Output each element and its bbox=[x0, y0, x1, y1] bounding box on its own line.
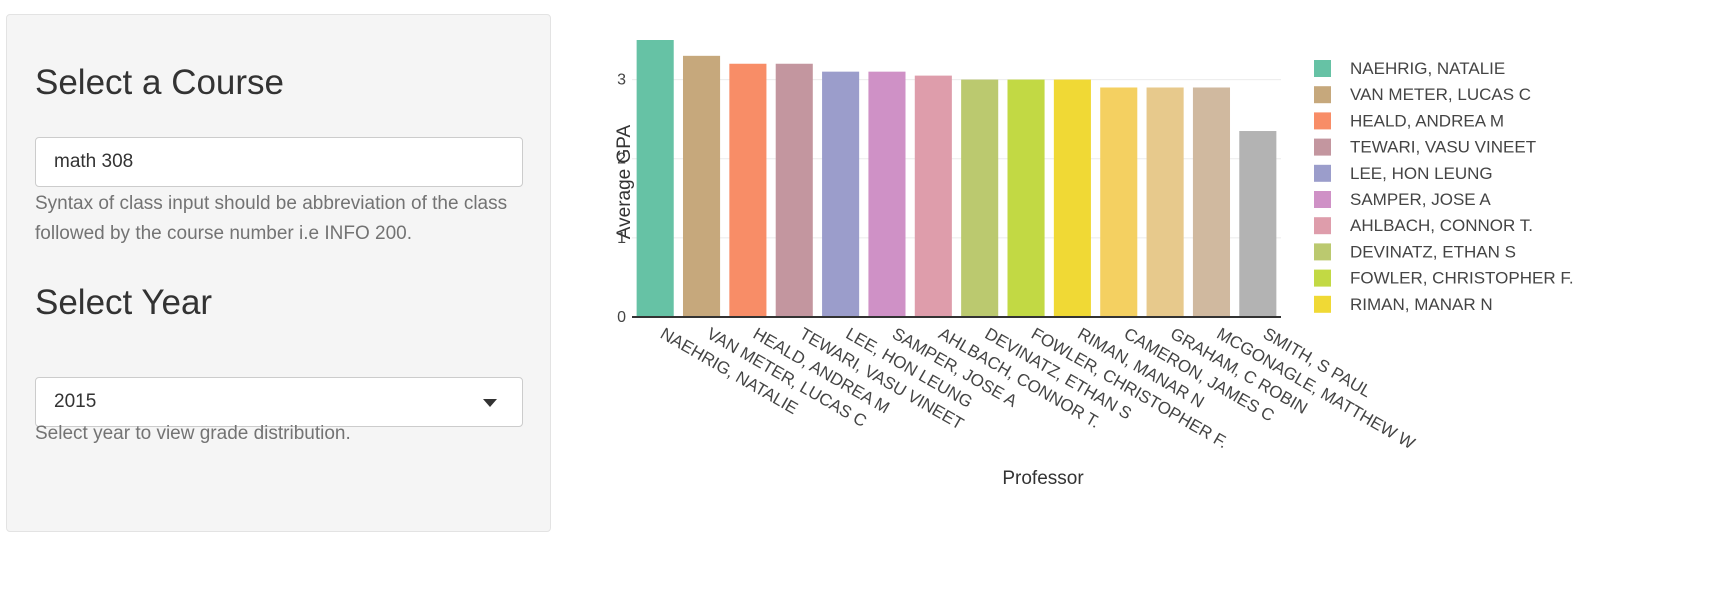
year-select-value: 2015 bbox=[54, 391, 97, 412]
legend-item[interactable]: TEWARI, VASU VINEET bbox=[1314, 138, 1536, 157]
course-input[interactable] bbox=[35, 137, 523, 187]
legend-swatch bbox=[1314, 191, 1331, 208]
legend-label: NAEHRIG, NATALIE bbox=[1350, 59, 1505, 78]
legend-swatch bbox=[1314, 243, 1331, 261]
y-tick-label: 3 bbox=[617, 72, 626, 89]
bar[interactable] bbox=[914, 75, 952, 317]
legend-label: AHLBACH, CONNOR T. bbox=[1350, 216, 1533, 235]
bar[interactable] bbox=[961, 79, 999, 317]
axes: 0 1 2 3 bbox=[617, 72, 1281, 326]
bar[interactable] bbox=[822, 71, 860, 318]
year-help-text: Select year to view grade distribution. bbox=[35, 423, 351, 444]
course-help-text: Syntax of class input should be abbrevia… bbox=[35, 193, 508, 244]
chevron-down-icon[interactable] bbox=[483, 399, 497, 407]
legend-swatch bbox=[1314, 217, 1331, 235]
bar[interactable] bbox=[775, 63, 813, 317]
year-select[interactable]: 2015 bbox=[35, 377, 523, 427]
legend-swatch bbox=[1314, 295, 1331, 313]
bar[interactable] bbox=[1007, 79, 1045, 317]
legend-swatch bbox=[1314, 269, 1331, 287]
bar[interactable] bbox=[1192, 87, 1231, 317]
legend-swatch bbox=[1314, 112, 1331, 130]
x-tick-label: MCGONAGLE, MATTHEW W bbox=[1213, 324, 1418, 453]
legend-item[interactable]: AHLBACH, CONNOR T. bbox=[1314, 216, 1533, 235]
year-heading: Select Year bbox=[35, 283, 213, 322]
bar[interactable] bbox=[1100, 87, 1138, 317]
legend-swatch bbox=[1314, 138, 1331, 156]
y-tick-label: 0 bbox=[617, 309, 626, 326]
legend-item[interactable]: VAN METER, LUCAS C bbox=[1314, 85, 1531, 104]
legend-item[interactable]: FOWLER, CHRISTOPHER F. bbox=[1314, 269, 1574, 288]
bar[interactable] bbox=[1146, 87, 1184, 317]
x-axis-title: Professor bbox=[1002, 468, 1084, 489]
legend-swatch bbox=[1314, 164, 1331, 182]
sidebar-panel: Select a Course Syntax of class input sh… bbox=[6, 14, 551, 532]
legend-label: RIMAN, MANAR N bbox=[1350, 295, 1493, 314]
legend: NAEHRIG, NATALIE VAN METER, LUCAS C HEALD,… bbox=[1314, 59, 1574, 314]
bar[interactable] bbox=[1239, 131, 1277, 317]
bar[interactable] bbox=[1053, 79, 1091, 317]
bar[interactable] bbox=[682, 55, 721, 317]
bars bbox=[636, 40, 1277, 318]
legend-swatch bbox=[1314, 86, 1331, 104]
legend-label: TEWARI, VASU VINEET bbox=[1350, 138, 1536, 157]
legend-item[interactable]: SAMPER, JOSE A bbox=[1314, 190, 1491, 209]
course-heading: Select a Course bbox=[35, 63, 285, 102]
bar[interactable] bbox=[729, 63, 767, 317]
y-axis-title: Average GPA bbox=[614, 124, 635, 239]
legend-label: VAN METER, LUCAS C bbox=[1350, 85, 1531, 104]
legend-item[interactable]: NAEHRIG, NATALIE bbox=[1314, 59, 1505, 78]
legend-label: HEALD, ANDREA M bbox=[1350, 111, 1504, 130]
legend-item[interactable]: LEE, HON LEUNG bbox=[1314, 164, 1493, 183]
legend-label: LEE, HON LEUNG bbox=[1350, 164, 1493, 183]
y-tick-label: 1 bbox=[617, 230, 626, 247]
legend-label: DEVINATZ, ETHAN S bbox=[1350, 242, 1516, 261]
bar[interactable] bbox=[636, 40, 674, 317]
gpa-bar-chart: 0 1 2 3 NAEHRIG, NATALIE VAN METER, LUCAS C H… bbox=[614, 40, 1574, 489]
y-tick-label: 2 bbox=[617, 151, 626, 168]
legend-label: FOWLER, CHRISTOPHER F. bbox=[1350, 269, 1574, 288]
bar[interactable] bbox=[868, 71, 906, 318]
legend-swatch bbox=[1314, 60, 1331, 77]
legend-item[interactable]: DEVINATZ, ETHAN S bbox=[1314, 242, 1516, 261]
legend-label: SAMPER, JOSE A bbox=[1350, 190, 1491, 209]
legend-item[interactable]: RIMAN, MANAR N bbox=[1314, 295, 1493, 314]
legend-item[interactable]: HEALD, ANDREA M bbox=[1314, 111, 1504, 130]
grid-lines bbox=[632, 79, 1281, 239]
